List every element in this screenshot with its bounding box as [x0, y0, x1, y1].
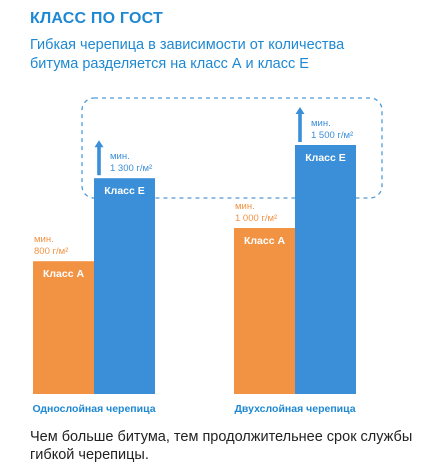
min-label-single-class-e: мин. — [110, 151, 130, 162]
footer-note: Чем больше битума, тем продолжительнее с… — [30, 428, 430, 464]
value-label-single-class-a: 800 г/м² — [34, 246, 68, 257]
arrow-shaft — [298, 113, 302, 142]
bar-label-double-class-a: Класс А — [244, 235, 286, 247]
bar-single-class-e — [94, 178, 155, 394]
arrow-shaft — [97, 146, 101, 176]
arrow-up-icon — [94, 140, 104, 148]
class-e-highlight-box — [81, 97, 383, 199]
bar-double-class-e — [295, 145, 356, 394]
bar-double-class-a — [234, 228, 295, 394]
value-label-double-class-a: 1 000 г/м² — [235, 213, 277, 224]
value-label-single-class-e: 1 300 г/м² — [110, 163, 152, 174]
footer-line-1: Чем больше битума, тем продолжительнее с… — [30, 429, 413, 445]
page-title: КЛАСС ПО ГОСТ — [30, 10, 163, 27]
subtitle-line-1: Гибкая черепица в зависимости от количес… — [30, 37, 345, 53]
arrow-up-icon — [295, 107, 305, 114]
bar-single-class-a — [33, 261, 94, 394]
bar-label-single-class-a: Класс А — [43, 268, 85, 280]
min-label-single-class-a: мин. — [34, 234, 54, 245]
min-label-double-class-a: мин. — [235, 201, 255, 212]
bar-label-single-class-e: Класс Е — [104, 185, 145, 197]
footer-line-2: гибкой черепицы. — [30, 447, 149, 463]
value-label-double-class-e: 1 500 г/м² — [311, 130, 353, 141]
category-label-double: Двухслойная черепица — [234, 403, 355, 415]
page-subtitle: Гибкая черепица в зависимости от количес… — [30, 36, 430, 74]
min-label-double-class-e: мин. — [311, 118, 331, 129]
bar-label-double-class-e: Класс Е — [305, 152, 346, 164]
subtitle-line-2: битума разделяется на класс А и класс Е — [30, 56, 309, 72]
category-label-single: Однослойная черепица — [32, 403, 155, 415]
